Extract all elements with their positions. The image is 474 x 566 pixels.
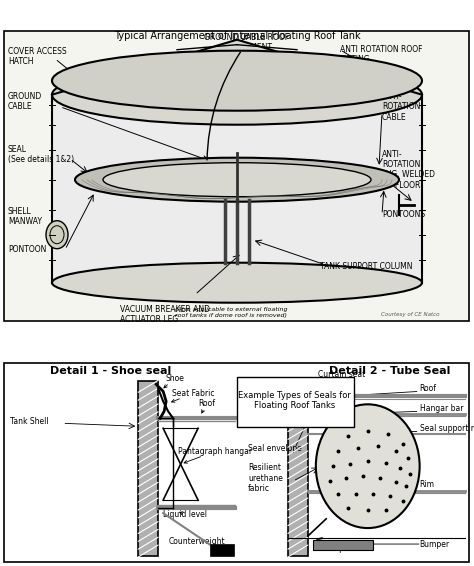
Text: Seal envelope: Seal envelope [248, 444, 302, 453]
Text: Resilient
urethane
fabric: Resilient urethane fabric [248, 464, 283, 493]
Text: GROUND CABLE ROOF
ATTACHMENT: GROUND CABLE ROOF ATTACHMENT [204, 33, 290, 52]
Text: Example Types of Seals for
Floating Roof Tanks: Example Types of Seals for Floating Roof… [238, 391, 351, 410]
Text: Roof: Roof [419, 384, 437, 393]
Text: Liquid level: Liquid level [330, 543, 374, 552]
Text: Seal support ring: Seal support ring [419, 424, 474, 433]
Text: Tank Shell: Tank Shell [10, 417, 49, 426]
Text: Counterweight: Counterweight [168, 537, 225, 547]
Text: GROUND
CABLE: GROUND CABLE [8, 92, 42, 112]
Text: Shoe: Shoe [164, 374, 184, 388]
Text: Courtesy of CE Natco: Courtesy of CE Natco [382, 312, 440, 317]
Ellipse shape [103, 162, 371, 197]
Text: ANTI-
ROTATION
LUG, WELDED
TO FLOOR: ANTI- ROTATION LUG, WELDED TO FLOOR [382, 149, 435, 190]
Ellipse shape [317, 413, 323, 421]
Polygon shape [52, 40, 422, 95]
Text: VACUUM BREAKER AND
ACTUATOR LEG: VACUUM BREAKER AND ACTUATOR LEG [120, 305, 210, 324]
Text: PONTOON: PONTOON [8, 245, 46, 254]
Text: Tank Shell: Tank Shell [248, 404, 287, 413]
Text: Curtain seat: Curtain seat [318, 370, 365, 379]
Text: SEAL
(See details 1&2): SEAL (See details 1&2) [8, 145, 74, 164]
Bar [288, 381, 308, 556]
Text: Roof: Roof [198, 399, 215, 413]
Text: Seat Fabric: Seat Fabric [172, 389, 215, 402]
Text: Liquid level: Liquid level [163, 509, 207, 518]
Text: PONTOONS: PONTOONS [382, 210, 425, 219]
Text: Hangar bar: Hangar bar [419, 404, 463, 413]
Text: SHELL
MANWAY: SHELL MANWAY [8, 207, 42, 226]
Text: (Also applicable to external floating
roof tanks if dome roof is removed): (Also applicable to external floating ro… [175, 307, 288, 318]
Text: ANTI ROTATION ROOF
FITTING: ANTI ROTATION ROOF FITTING [340, 45, 422, 64]
Ellipse shape [52, 51, 422, 111]
Text: COVER ACCESS
HATCH: COVER ACCESS HATCH [8, 47, 67, 66]
Ellipse shape [52, 65, 422, 125]
Ellipse shape [316, 404, 419, 528]
Ellipse shape [46, 221, 68, 248]
Text: ANTI-
ROTATION
CABLE: ANTI- ROTATION CABLE [382, 92, 420, 122]
Text: Detail 2 - Tube Seal: Detail 2 - Tube Seal [329, 366, 450, 376]
FancyBboxPatch shape [237, 378, 354, 427]
Text: Pantagraph hangar: Pantagraph hangar [178, 447, 252, 463]
Ellipse shape [52, 263, 422, 303]
Bar [313, 540, 373, 550]
Text: Typical Arrangement of Internal Floating Roof Tank: Typical Arrangement of Internal Floating… [114, 31, 360, 41]
Bar [138, 381, 158, 556]
Text: TANK SUPPORT COLUMN: TANK SUPPORT COLUMN [320, 262, 412, 271]
Text: Detail 1 - Shoe seal: Detail 1 - Shoe seal [50, 366, 171, 376]
Bar [52, 95, 422, 282]
Bar [210, 544, 234, 556]
Ellipse shape [75, 158, 399, 201]
Text: Rim: Rim [419, 479, 435, 488]
Bar [316, 396, 324, 414]
Text: Bumper: Bumper [419, 539, 450, 548]
